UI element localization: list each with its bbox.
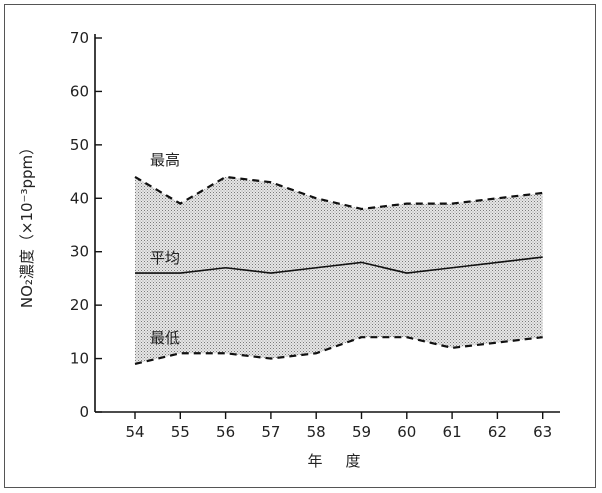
x-axis-title: 年 度	[307, 452, 364, 470]
shaded-range-band	[135, 176, 543, 364]
y-tick-label: 70	[70, 29, 89, 47]
series-label-min: 最低	[150, 329, 180, 347]
x-tick-label: 62	[488, 423, 507, 441]
x-tick-label: 55	[171, 423, 190, 441]
y-tick-label: 50	[70, 136, 89, 154]
series-label-max: 最高	[150, 151, 180, 169]
x-tick-label: 61	[443, 423, 462, 441]
x-tick-label: 59	[352, 423, 371, 441]
x-tick-label: 57	[261, 423, 280, 441]
y-tick-label: 0	[79, 403, 89, 421]
series-label-avg: 平均	[150, 249, 180, 267]
y-tick-label: 10	[70, 350, 89, 368]
y-tick-label: 20	[70, 296, 89, 314]
y-axis-title: NO₂濃度（×10⁻³ppm）	[18, 140, 36, 308]
x-tick-label: 58	[307, 423, 326, 441]
x-tick-label: 54	[125, 423, 144, 441]
y-tick-label: 60	[70, 82, 89, 100]
y-tick-label: 30	[70, 243, 89, 261]
series-line-max	[134, 175, 543, 211]
y-tick-label: 40	[70, 189, 89, 207]
x-tick-label: 63	[533, 423, 552, 441]
series-line-avg	[135, 256, 543, 274]
x-tick-label: 56	[216, 423, 235, 441]
x-tick-label: 60	[397, 423, 416, 441]
series-line-min	[134, 336, 543, 365]
